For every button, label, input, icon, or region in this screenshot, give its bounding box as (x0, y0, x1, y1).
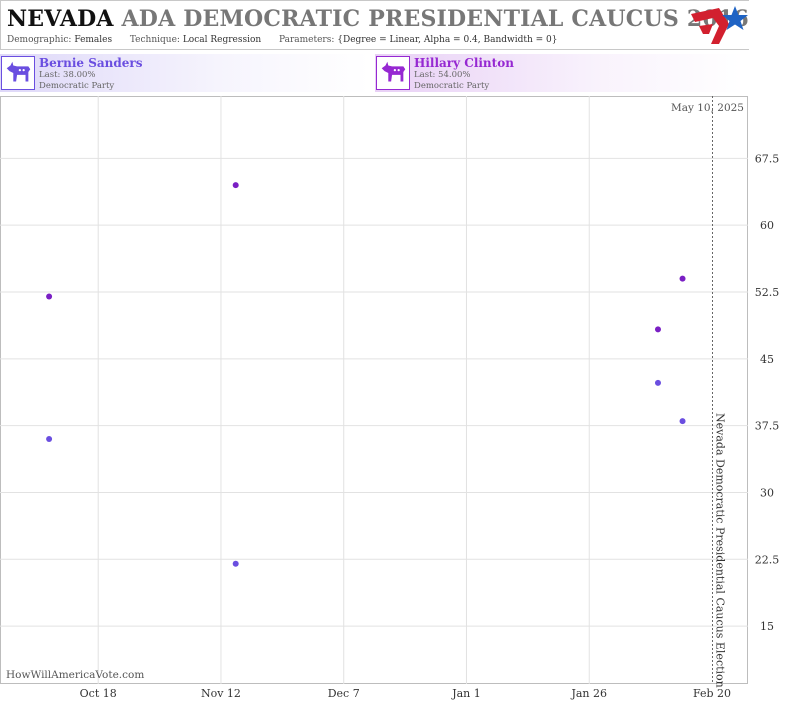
x-tick-label: Dec 7 (328, 687, 360, 700)
data-point-sanders (679, 418, 686, 425)
candidate-last-value: Last: 54.00% (414, 70, 471, 80)
parameters-label: Parameters: (278, 35, 335, 45)
x-tick-label: Jan 26 (570, 687, 607, 700)
parameters-line: Demographic: Females Technique: Local Re… (7, 35, 558, 45)
democratic-donkey-icon (1, 56, 35, 90)
plot-area (0, 96, 748, 684)
data-point-clinton (654, 326, 661, 333)
candidate-party: Democratic Party (39, 81, 115, 91)
data-point-clinton (46, 293, 53, 300)
parameters-value: {Degree = Linear, Alpha = 0.4, Bandwidth… (337, 35, 558, 45)
x-tick-label: Nov 12 (201, 687, 241, 700)
candidate-card-sanders: Bernie Sanders Last: 38.00% Democratic P… (0, 54, 370, 92)
candidate-name: Hillary Clinton (414, 56, 514, 70)
candidate-card-clinton: Hillary Clinton Last: 54.00% Democratic … (375, 54, 745, 92)
demographic-value: Females (74, 35, 113, 45)
y-tick-label: 22.5 (755, 553, 780, 566)
election-day-label: Nevada Democratic Presidential Caucus El… (714, 413, 727, 688)
chart-header: NEVADA ADA DEMOCRATIC PRESIDENTIAL CAUCU… (0, 0, 749, 50)
data-point-clinton (232, 182, 239, 189)
y-tick-label: 45 (760, 353, 774, 366)
y-tick-label: 37.5 (755, 420, 780, 433)
data-point-clinton (679, 275, 686, 282)
site-logo-icon (691, 6, 748, 44)
candidate-last-value: Last: 38.00% (39, 70, 96, 80)
watermark: HowWillAmericaVote.com (6, 669, 144, 681)
technique-label: Technique: (129, 35, 180, 45)
democratic-donkey-icon (376, 56, 410, 90)
x-tick-label: Oct 18 (80, 687, 117, 700)
date-stamp: May 10, 2025 (671, 102, 744, 114)
x-tick-label: Jan 1 (451, 687, 481, 700)
data-point-sanders (46, 436, 53, 442)
title-state: NEVADA (7, 6, 114, 32)
x-tick-label: Feb 20 (693, 687, 731, 700)
y-tick-label: 60 (760, 219, 774, 232)
candidate-name: Bernie Sanders (39, 56, 143, 70)
data-point-sanders (654, 379, 661, 386)
title-rest: ADA DEMOCRATIC PRESIDENTIAL CAUCUS 2016 (121, 6, 749, 32)
candidate-party: Democratic Party (414, 81, 490, 91)
y-tick-label: 52.5 (755, 286, 780, 299)
demographic-label: Demographic: (7, 35, 72, 45)
y-tick-label: 30 (760, 486, 774, 499)
chart-title: NEVADA ADA DEMOCRATIC PRESIDENTIAL CAUCU… (7, 6, 749, 32)
technique-value: Local Regression (182, 35, 262, 45)
y-tick-label: 15 (760, 620, 774, 633)
y-tick-label: 67.5 (755, 152, 780, 165)
data-point-sanders (232, 560, 239, 567)
